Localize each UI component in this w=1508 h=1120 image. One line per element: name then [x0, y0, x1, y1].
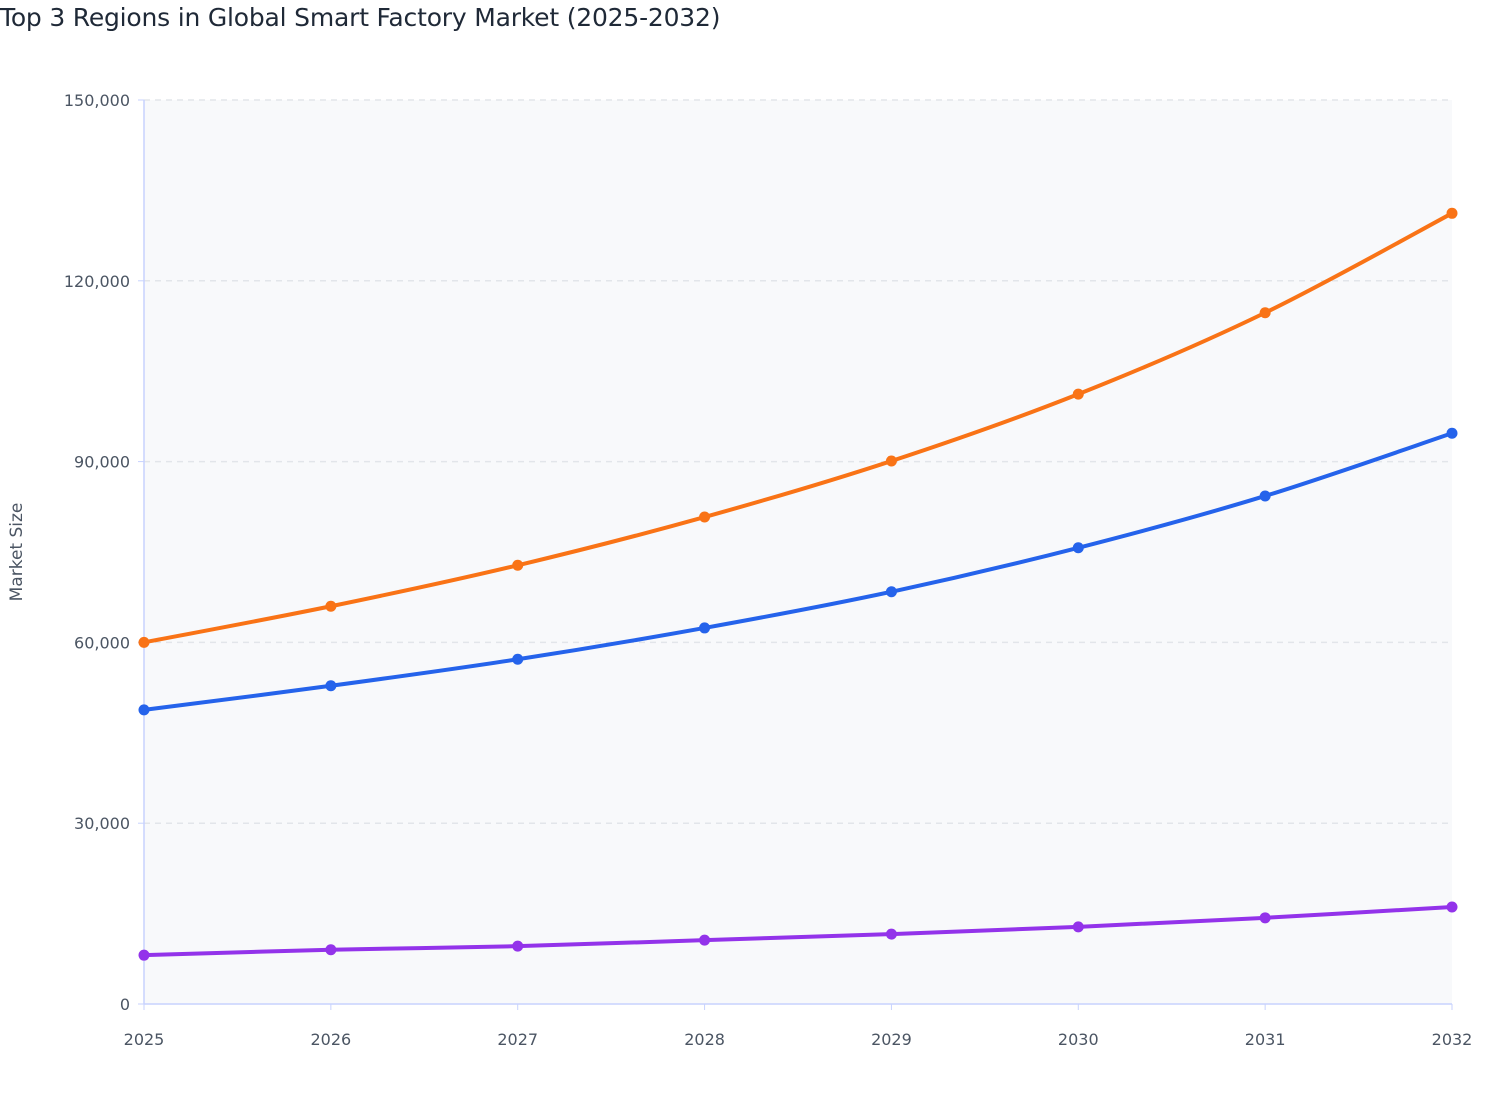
x-tick-label: 2032: [1432, 1030, 1473, 1049]
data-point: [138, 704, 150, 716]
data-point: [699, 934, 711, 946]
x-tick-label: 2029: [871, 1030, 912, 1049]
data-point: [1259, 307, 1271, 319]
y-tick-label: 60,000: [74, 633, 130, 652]
data-point: [512, 653, 524, 665]
data-point: [699, 511, 711, 523]
x-tick-label: 2031: [1245, 1030, 1286, 1049]
data-point: [1446, 207, 1458, 219]
x-tick-label: 2026: [310, 1030, 351, 1049]
data-point: [1446, 427, 1458, 439]
y-tick-label: 0: [120, 995, 130, 1014]
data-point: [885, 455, 897, 467]
series-line-3: [142, 904, 1454, 958]
y-tick-label: 150,000: [64, 91, 130, 110]
data-point: [1072, 388, 1084, 400]
data-point: [1072, 921, 1084, 933]
data-point: [699, 622, 711, 634]
data-point: [1072, 542, 1084, 554]
data-point: [325, 600, 337, 612]
data-point: [512, 940, 524, 952]
data-point: [885, 586, 897, 598]
data-point: [138, 949, 150, 961]
y-tick-label: 120,000: [64, 272, 130, 291]
x-tick-label: 2030: [1058, 1030, 1099, 1049]
series-line-2: [142, 431, 1454, 712]
plot-background: [144, 100, 1452, 1004]
y-axis-label: Market Size: [7, 503, 27, 602]
x-tick-label: 2025: [124, 1030, 165, 1049]
data-point: [885, 928, 897, 940]
series-line-1: [142, 211, 1454, 645]
y-tick-label: 30,000: [74, 814, 130, 833]
x-tick-label: 2028: [684, 1030, 725, 1049]
y-tick-label: 90,000: [74, 453, 130, 472]
data-point: [1446, 901, 1458, 913]
data-point: [138, 636, 150, 648]
data-point: [512, 559, 524, 571]
data-point: [1259, 912, 1271, 924]
chart-title: Top 3 Regions in Global Smart Factory Ma…: [0, 3, 721, 32]
data-point: [1259, 490, 1271, 502]
data-point: [325, 680, 337, 692]
data-point: [325, 944, 337, 956]
x-tick-label: 2027: [497, 1030, 538, 1049]
